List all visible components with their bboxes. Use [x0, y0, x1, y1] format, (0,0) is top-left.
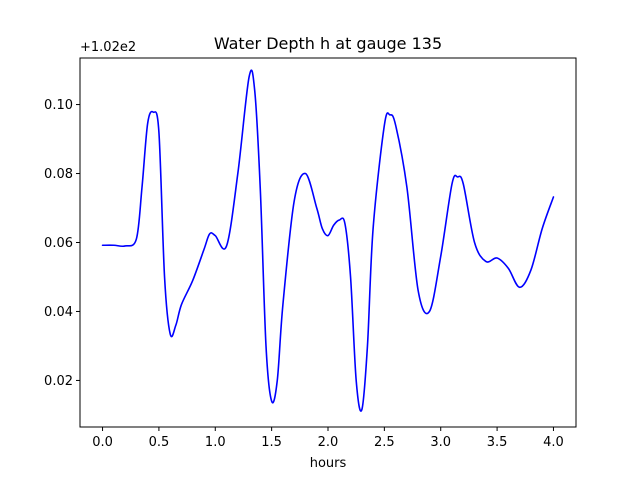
x-tick-label: 3.5: [487, 435, 508, 450]
y-tick-label: 0.08: [44, 167, 73, 182]
y-tick-label: 0.04: [44, 305, 73, 320]
x-tick-label: 1.0: [205, 435, 226, 450]
x-axis-label: hours: [310, 456, 347, 471]
series-layer: [101, 69, 555, 412]
plot-area: [80, 58, 576, 427]
plot-frame: [79, 57, 577, 428]
y-tick-label: 0.02: [44, 374, 73, 389]
x-tick-label: 0.0: [92, 435, 113, 450]
y-tick-label: 0.10: [44, 98, 73, 113]
x-axis-ticks: 0.0 0.5 1.0 1.5 2.0 2.5 3.0 3.5 4.0: [92, 427, 564, 450]
x-tick-label: 4.0: [543, 435, 564, 450]
x-tick-label: 0.5: [149, 435, 170, 450]
y-offset-label: +1.02e2: [80, 40, 136, 55]
y-axis-ticks: 0.02 0.04 0.06 0.08 0.10: [44, 98, 80, 389]
y-tick-label: 0.06: [44, 236, 73, 251]
series-line: [101, 69, 555, 412]
x-tick-label: 2.0: [318, 435, 339, 450]
x-tick-label: 2.5: [374, 435, 395, 450]
x-tick-label: 3.0: [430, 435, 451, 450]
chart-title: Water Depth h at gauge 135: [214, 34, 442, 53]
x-tick-label: 1.5: [261, 435, 282, 450]
